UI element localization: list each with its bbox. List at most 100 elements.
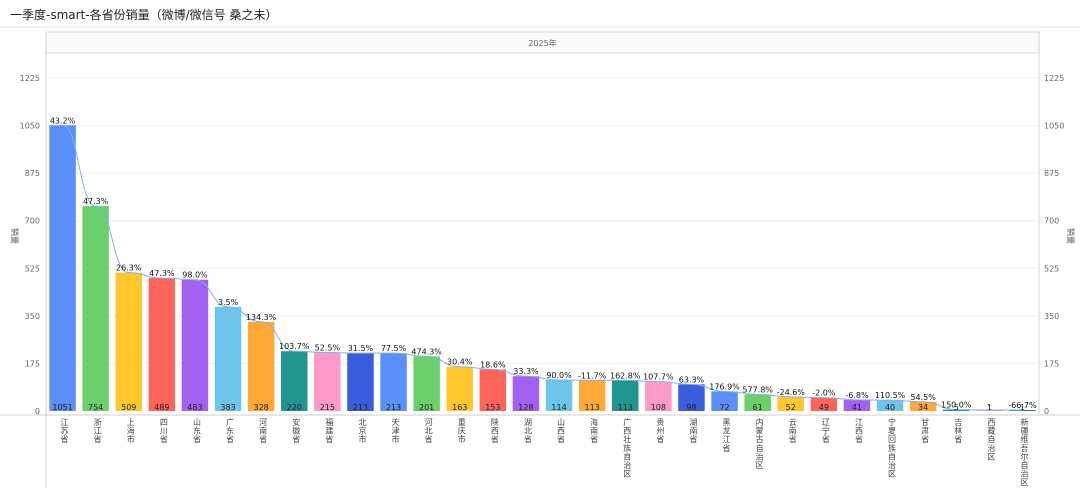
y-tick-label: 525: [25, 264, 40, 273]
bar-value-label: 40: [885, 403, 895, 412]
growth-label: 150.0%: [941, 401, 972, 410]
growth-label: 110.5%: [875, 391, 906, 400]
y-tick-label-right: 350: [1044, 312, 1059, 321]
growth-label: 26.3%: [116, 264, 142, 273]
growth-label: 577.8%: [742, 385, 773, 394]
bar: [446, 366, 473, 411]
bar: [214, 306, 242, 411]
bar: [810, 397, 838, 411]
bar-value-label: 213: [386, 403, 401, 412]
category-label: 江苏省: [61, 418, 69, 444]
bars-layer: [49, 125, 1036, 411]
category-label: 河南省: [259, 417, 267, 444]
growth-label: 52.5%: [315, 344, 341, 353]
bar-value-label: 1: [987, 403, 992, 412]
bar-value-label: 220: [287, 403, 302, 412]
bar-value-label: 49: [819, 403, 829, 412]
growth-label: -11.7%: [578, 371, 607, 380]
category-label: 重庆市: [458, 417, 466, 444]
category-label: 天津市: [392, 418, 400, 444]
bar-value-label: 489: [154, 403, 169, 412]
bar-value-label: 61: [753, 403, 763, 412]
bar: [711, 391, 738, 411]
bar: [413, 356, 440, 411]
growth-label: 18.6%: [480, 360, 506, 369]
bar: [380, 353, 407, 411]
bar: [843, 399, 871, 411]
growth-label: 47.3%: [149, 269, 175, 278]
category-label: 辽宁省: [822, 418, 830, 444]
bar-value-label: 754: [88, 403, 103, 412]
category-label: 山东省: [193, 417, 201, 444]
bar: [744, 394, 771, 411]
y-tick-label-right: 700: [1044, 217, 1059, 226]
category-label: 贵州省: [656, 417, 664, 444]
growth-label: -: [988, 401, 991, 410]
y-axis-title-right: 销量: [1066, 228, 1076, 244]
trend-line-layer: [62, 124, 1023, 411]
bar-value-label: 41: [852, 403, 862, 412]
y-tick-label-right: 525: [1044, 264, 1059, 273]
growth-label: 54.5%: [910, 393, 936, 402]
bar: [612, 380, 639, 411]
category-label: 西藏自治区: [987, 418, 995, 461]
growth-label: 77.5%: [381, 344, 407, 353]
bar-value-label: 72: [719, 403, 729, 412]
bar: [645, 381, 672, 411]
growth-label: 474.3%: [411, 347, 442, 356]
category-label: 广东省: [226, 417, 234, 444]
y-tick-label-right: 1050: [1044, 122, 1064, 131]
category-label: 山西省: [557, 417, 565, 444]
bar: [49, 125, 76, 411]
bar-value-label: 98: [686, 403, 696, 412]
bar-value-label: 128: [518, 403, 533, 412]
labels-layer: 1051 43.2% 江苏省 754 47.3% 浙江省 509 26.3% 上海市 489 47.…: [50, 116, 1037, 487]
category-label: 吉林省: [954, 418, 962, 444]
growth-label: 47.3%: [83, 197, 109, 206]
bar: [909, 401, 937, 411]
category-label: 浙江省: [94, 417, 102, 444]
bar: [247, 321, 275, 411]
bar-value-label: 201: [419, 403, 434, 412]
bar: [777, 396, 804, 411]
growth-label: 33.3%: [513, 367, 539, 376]
category-label: 河北省: [425, 417, 433, 444]
growth-label: 98.0%: [182, 271, 208, 280]
bar: [281, 351, 308, 411]
growth-label: 162.8%: [610, 371, 641, 380]
growth-label: 31.5%: [348, 344, 374, 353]
growth-label: -2.0%: [812, 389, 836, 398]
bar: [181, 279, 209, 411]
growth-label: 90.0%: [546, 371, 572, 380]
y-tick-label: 0: [35, 407, 40, 416]
y-tick-label-right: 875: [1044, 169, 1059, 178]
bar-value-label: 114: [551, 403, 566, 412]
bar-value-label: 52: [786, 403, 796, 412]
category-label: 湖南省: [689, 418, 697, 444]
growth-label: 43.2%: [50, 116, 76, 125]
category-label: 湖北省: [524, 418, 532, 444]
growth-label: 134.3%: [246, 313, 277, 322]
category-label: 海南省: [590, 417, 598, 444]
bar: [545, 380, 573, 411]
y-axis-title: 销量: [10, 228, 20, 244]
column-header-label: 2025年: [528, 38, 556, 48]
growth-label: -66.7%: [1008, 401, 1037, 410]
bar: [1009, 410, 1036, 411]
bar-value-label: 483: [187, 403, 202, 412]
chart-title: 一季度-smart-各省份销量（微博/微信号 桑之未）: [10, 8, 278, 22]
bar-value-label: 5: [954, 403, 959, 412]
bar: [578, 380, 606, 411]
y-tick-label: 175: [25, 359, 40, 368]
category-label: 云南省: [789, 418, 797, 444]
bar-value-label: 1: [1020, 403, 1025, 412]
bar-value-label: 163: [452, 403, 467, 412]
category-label: 甘肃省: [921, 417, 929, 444]
bar-value-label: 509: [121, 403, 136, 412]
growth-label: 176.9%: [709, 382, 740, 391]
y-tick-label: 875: [25, 169, 40, 178]
category-label: 四川省: [160, 418, 168, 444]
